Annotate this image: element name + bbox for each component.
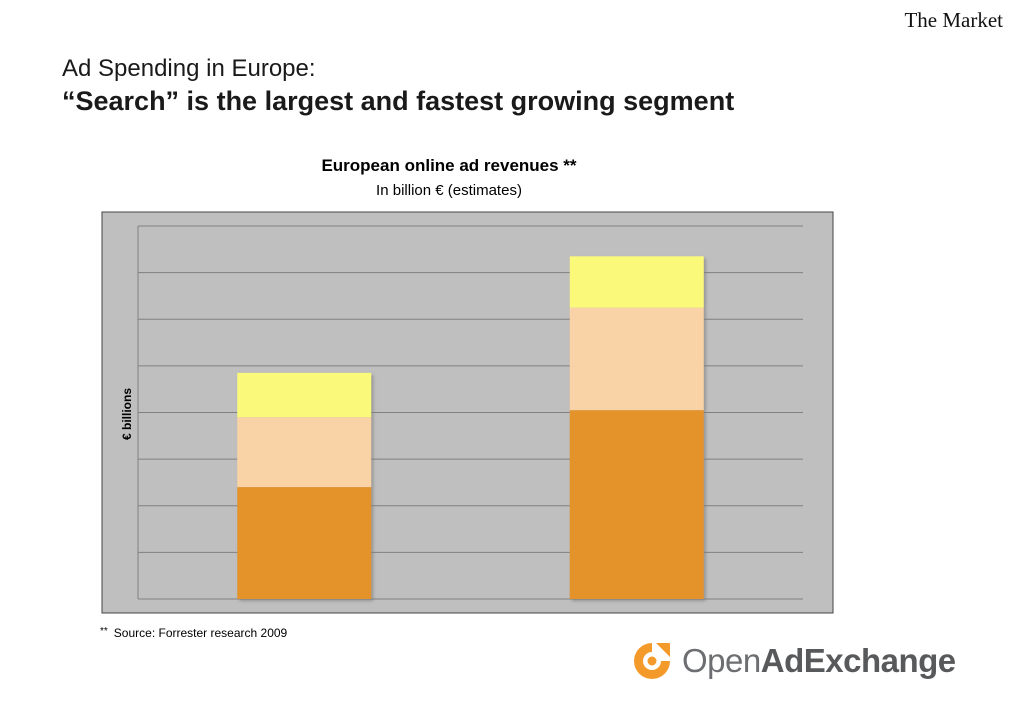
bar-stack xyxy=(237,372,372,599)
section-label: The Market xyxy=(904,8,1003,32)
chart-subtitle: In billion € (estimates) xyxy=(376,182,522,199)
logo-text-light: Open xyxy=(682,642,761,679)
bar-segment-1 xyxy=(237,417,372,488)
openadexchange-logo-icon xyxy=(634,643,670,679)
bars xyxy=(237,256,704,599)
company-logo: OpenAdExchange xyxy=(630,636,956,686)
slide-title-line1: Ad Spending in Europe: xyxy=(62,55,316,82)
slide-title-line2: “Search” is the largest and fastest grow… xyxy=(62,86,735,116)
chart-title: European online ad revenues ** xyxy=(321,156,577,175)
bar-stack xyxy=(569,256,704,599)
bar-segment-0 xyxy=(569,410,704,599)
bar-segment-2 xyxy=(569,256,704,308)
bar-segment-0 xyxy=(237,487,372,599)
slide-title: Ad Spending in Europe: “Search” is the l… xyxy=(62,54,734,118)
footnote-text: Source: Forrester research 2009 xyxy=(113,626,288,640)
bar-segment-1 xyxy=(569,307,704,411)
footnote: ** Source: Forrester research 2009 xyxy=(100,626,287,640)
y-axis-label: € billions xyxy=(120,388,134,440)
logo-text: OpenAdExchange xyxy=(682,642,956,680)
logo-text-bold: AdExchange xyxy=(760,642,956,679)
footnote-mark: ** xyxy=(100,626,108,637)
bar-segment-2 xyxy=(237,372,372,418)
